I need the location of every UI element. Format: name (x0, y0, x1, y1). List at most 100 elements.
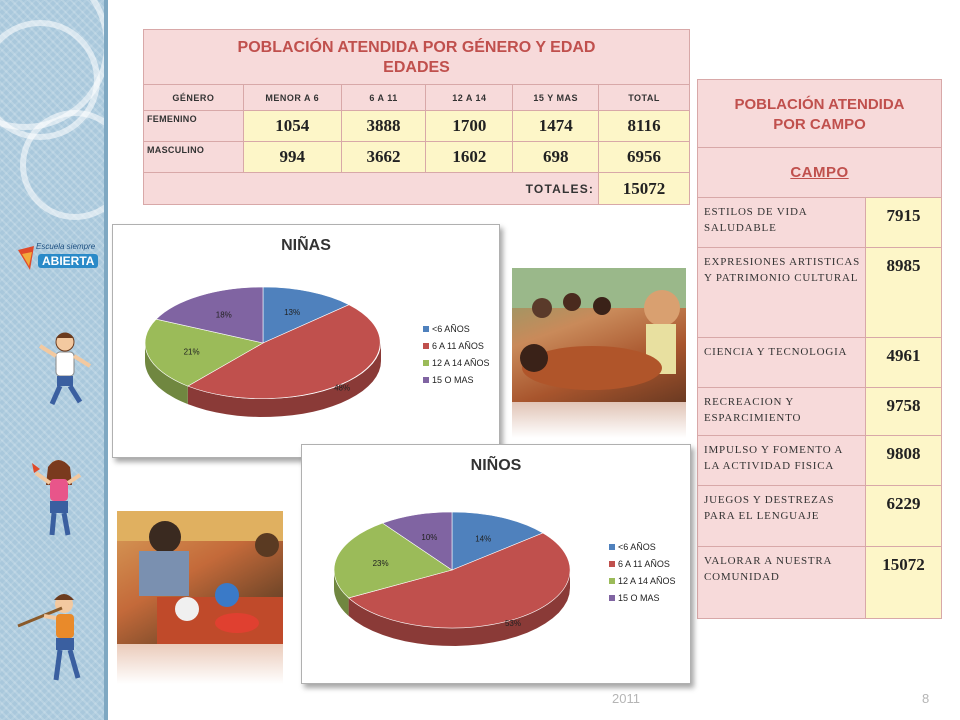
left-decorative-strip: Escuela siempre ABIERTA (0, 0, 106, 720)
photo-1-placeholder-icon (512, 268, 686, 390)
pie-slice (347, 532, 571, 629)
pie-slice (262, 286, 350, 344)
table-cell: 698 (512, 141, 600, 173)
campo-label: VALORAR A NUESTRA COMUNIDAD (697, 546, 866, 619)
table1-header-cell: GÉNERO (143, 84, 244, 111)
table1-header-cell: MENOR A 6 (242, 84, 342, 111)
campo-label: ESTILOS DE VIDA SALUDABLE (697, 197, 866, 248)
campo-label: RECREACION Y ESPARCIMIENTO (697, 387, 866, 436)
table2-title: POBLACIÓN ATENDIDA POR CAMPO (697, 79, 942, 148)
legend-swatch (609, 578, 615, 584)
campo-value: 7915 (865, 197, 942, 248)
table-cell: 1054 (242, 110, 342, 142)
legend-entry: 12 A 14 AÑOS (432, 358, 490, 368)
campo-label: IMPULSO Y FOMENTO A LA ACTIVIDAD FISICA (697, 435, 866, 486)
pie-chart-ninas: 13% 48% 21% 18% <6 AÑOS 6 A 11 AÑOS 12 A 14 AÑ… (144, 286, 490, 417)
logo-mark-icon (18, 246, 34, 270)
totals-value: 15072 (598, 172, 690, 205)
campo-label: JUEGOS Y DESTREZAS PARA EL LENGUAJE (697, 485, 866, 547)
photo-children-activity (512, 268, 686, 402)
legend-swatch (423, 343, 429, 349)
pie-slice (333, 522, 453, 599)
row-label-femenino: FEMENINO (143, 110, 244, 142)
photo-2-reflection (117, 644, 283, 684)
table-row: RECREACION Y ESPARCIMIENTO 9758 (697, 387, 942, 436)
campo-value: 9758 (865, 387, 942, 436)
table-cell: 1474 (512, 110, 600, 142)
pie-data-label: 23% (373, 559, 389, 568)
table-row: ESTILOS DE VIDA SALUDABLE 7915 (697, 197, 942, 248)
table-row: JUEGOS Y DESTREZAS PARA EL LENGUAJE 6229 (697, 485, 942, 547)
pie-slice-side (348, 570, 570, 646)
table-row: FEMENINO 1054 3888 1700 1474 8116 (143, 110, 690, 142)
chart-ninas-panel: NIÑAS 13% 48% 21% 18% <6 AÑOS 6 A 11 AÑOS 12 A… (112, 224, 500, 458)
pie-data-label: 53% (505, 619, 521, 628)
campo-value: 4961 (865, 337, 942, 388)
pie-slice-side (334, 570, 349, 616)
legend-swatch (423, 360, 429, 366)
table1-header-cell: TOTAL (598, 84, 690, 111)
table2-title-line1: POBLACIÓN ATENDIDA (734, 95, 905, 113)
legend-entry: 6 A 11 AÑOS (432, 341, 484, 351)
table1-header-cell: 15 Y MAS (512, 84, 600, 111)
legend-entry: <6 AÑOS (618, 542, 656, 552)
pie-data-label: 10% (421, 533, 437, 542)
legend-entry: <6 AÑOS (432, 324, 470, 334)
table-cell: 1602 (425, 141, 514, 173)
campo-value: 9808 (865, 435, 942, 486)
pie-slice (451, 511, 544, 571)
pie-slice (144, 318, 264, 387)
table-cell: 994 (242, 141, 342, 173)
campo-label: EXPRESIONES ARTISTICAS Y PATRIMONIO CULT… (697, 247, 866, 338)
legend-entry: 15 O MAS (432, 375, 474, 385)
table1-title: POBLACIÓN ATENDIDA POR GÉNERO Y EDAD EDA… (143, 29, 690, 85)
table-poblacion-genero-edad: POBLACIÓN ATENDIDA POR GÉNERO Y EDAD EDA… (142, 29, 690, 205)
logo-text-line1: Escuela siempre (36, 242, 96, 251)
table-row: EXPRESIONES ARTISTICAS Y PATRIMONIO CULT… (697, 247, 942, 338)
pie-slice (155, 286, 264, 344)
table-cell: 8116 (598, 110, 690, 142)
pie-slice-side (145, 343, 188, 405)
chart-title: NIÑOS (470, 457, 522, 474)
table1-header-cell: 12 A 14 (425, 84, 514, 111)
table1-header-row: GÉNERO MENOR A 6 6 A 11 12 A 14 15 Y MAS… (143, 84, 690, 111)
pie-slice (381, 511, 453, 571)
campo-label: CIENCIA Y TECNOLOGIA (697, 337, 866, 388)
table-row: IMPULSO Y FOMENTO A LA ACTIVIDAD FISICA … (697, 435, 942, 486)
table1-title-line2: EDADES (383, 59, 450, 76)
escuela-siempre-abierta-logo: Escuela siempre ABIERTA (14, 240, 99, 286)
child-figure-3-icon (17, 594, 81, 681)
photo-children-cooking (117, 511, 283, 644)
child-figure-1-icon (38, 332, 92, 406)
row-label-masculino: MASCULINO (143, 141, 244, 173)
legend-swatch (609, 595, 615, 601)
pie-data-label: 48% (334, 383, 350, 392)
campo-value: 6229 (865, 485, 942, 547)
child-figure-2-icon (32, 460, 82, 536)
table-cell: 1700 (425, 110, 514, 142)
table1-totals-row: TOTALES: 15072 (142, 172, 690, 205)
table-cell: 6956 (598, 141, 690, 173)
legend-swatch (609, 561, 615, 567)
legend-entry: 6 A 11 AÑOS (618, 559, 670, 569)
campo-value: 8985 (865, 247, 942, 338)
photo-1-reflection (512, 402, 686, 438)
legend-entry: 15 O MAS (618, 593, 660, 603)
logo-text-line2: ABIERTA (38, 254, 99, 268)
strip-edge (104, 0, 108, 720)
table1-header-cell: 6 A 11 (340, 84, 427, 111)
table-cell: 3662 (340, 141, 427, 173)
legend-swatch (423, 377, 429, 383)
table1-title-line1: POBLACIÓN ATENDIDA POR GÉNERO Y EDAD (237, 39, 596, 56)
legend-entry: 12 A 14 AÑOS (618, 576, 676, 586)
table2-title-line2: POR CAMPO (773, 115, 866, 133)
table2-header-campo: CAMPO (697, 147, 942, 198)
totals-label: TOTALES: (142, 172, 600, 205)
page-number: 8 (922, 691, 930, 706)
pie-data-label: 13% (284, 308, 300, 317)
table-poblacion-por-campo: POBLACIÓN ATENDIDA POR CAMPO CAMPO ESTIL… (697, 79, 942, 619)
campo-value: 15072 (865, 546, 942, 619)
pie-slice (187, 304, 381, 399)
campo-header-text: CAMPO (790, 164, 849, 181)
